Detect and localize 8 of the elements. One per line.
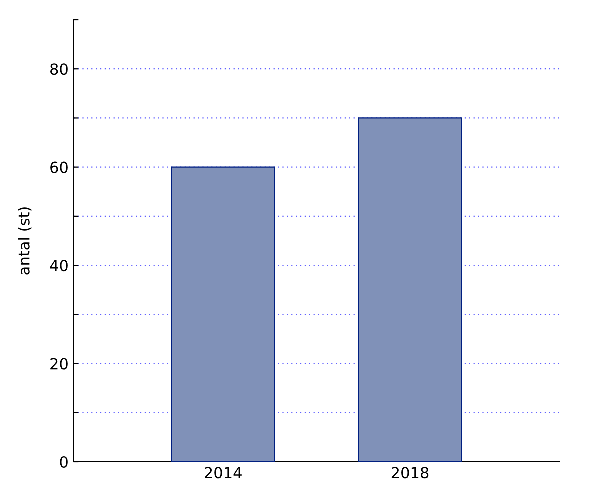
y-tick-label: 40 (50, 260, 68, 272)
y-tick-label: 0 (60, 456, 68, 468)
x-tick-label: 2014 (205, 467, 242, 479)
x-tick-label: 2018 (392, 467, 429, 479)
y-axis-title: antal (st) (18, 208, 32, 275)
y-tick-label: 20 (50, 358, 68, 370)
y-tick-label: 80 (50, 64, 68, 76)
y-tick-label: 60 (50, 162, 68, 174)
